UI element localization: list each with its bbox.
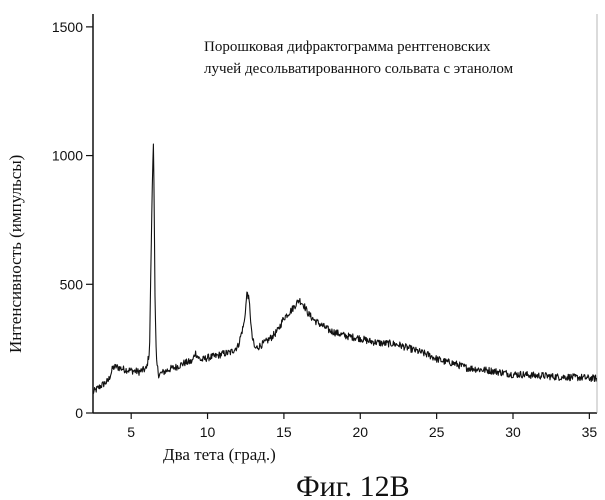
y-axis-title: Интенсивность (импульсы): [6, 155, 25, 353]
x-ticks: 5 10 15 20 25 30 35: [127, 413, 597, 440]
x-axis-title: Два тета (град.): [163, 445, 276, 464]
x-tick-label: 5: [127, 424, 135, 440]
y-tick-label: 0: [75, 405, 83, 421]
x-tick-label: 10: [200, 424, 216, 440]
series-line: [92, 143, 598, 394]
x-tick-label: 20: [352, 424, 368, 440]
x-tick-label: 15: [276, 424, 292, 440]
x-tick-label: 35: [582, 424, 598, 440]
y-tick-label: 1000: [52, 148, 83, 164]
figure-caption: Фиг. 12В: [296, 470, 410, 500]
y-tick-label: 1500: [52, 19, 83, 35]
y-tick-label: 500: [60, 276, 84, 292]
y-ticks: 0 500 1000 1500: [52, 19, 93, 421]
chart-title-line-2: лучей десольватированного сольвата с эта…: [204, 61, 514, 77]
chart-title-line-1: Порошковая дифрактограмма рентгеновских: [204, 39, 491, 55]
x-tick-label: 30: [505, 424, 521, 440]
x-tick-label: 25: [429, 424, 445, 440]
